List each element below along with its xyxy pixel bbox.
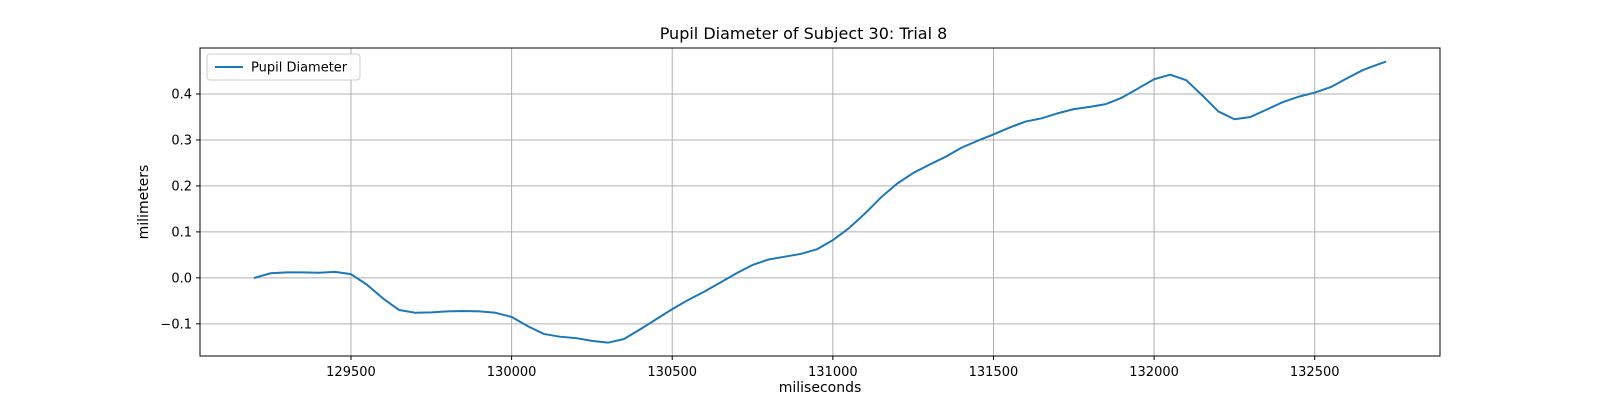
x-tick-label: 132500 — [1290, 365, 1340, 380]
y-tick-label: 0.3 — [171, 133, 192, 148]
x-axis: 129500 130000 130500 131000 131500 132000 1325… — [326, 356, 1340, 380]
series-line — [253, 60, 1387, 344]
x-tick-label: 130500 — [647, 365, 697, 380]
chart-title: Pupil Diameter of Subject 30: Trial 8 — [660, 24, 948, 43]
legend-box — [206, 53, 361, 81]
y-tick-label: 0.0 — [171, 271, 192, 286]
x-tick-label: 131500 — [969, 365, 1019, 380]
grid — [200, 48, 1440, 356]
y-axis: −0.1 0.0 0.1 0.2 0.3 0.4 — [160, 87, 200, 332]
y-tick-label: 0.2 — [171, 179, 192, 194]
x-tick-label: 130000 — [487, 365, 537, 380]
y-axis-label: milimeters — [136, 165, 152, 240]
x-tick-label: 131000 — [808, 365, 858, 380]
x-tick-label: 129500 — [326, 365, 376, 380]
plot-frame — [199, 47, 1441, 357]
y-tick-label: 0.1 — [171, 225, 192, 240]
series-layer — [253, 60, 1387, 344]
legend: Pupil Diameter — [206, 53, 361, 81]
x-tick-label: 132000 — [1129, 365, 1179, 380]
y-tick-label: 0.4 — [171, 87, 192, 102]
legend-label: Pupil Diameter — [251, 61, 348, 76]
y-tick-label: −0.1 — [160, 317, 192, 332]
x-axis-label: miliseconds — [779, 380, 862, 396]
